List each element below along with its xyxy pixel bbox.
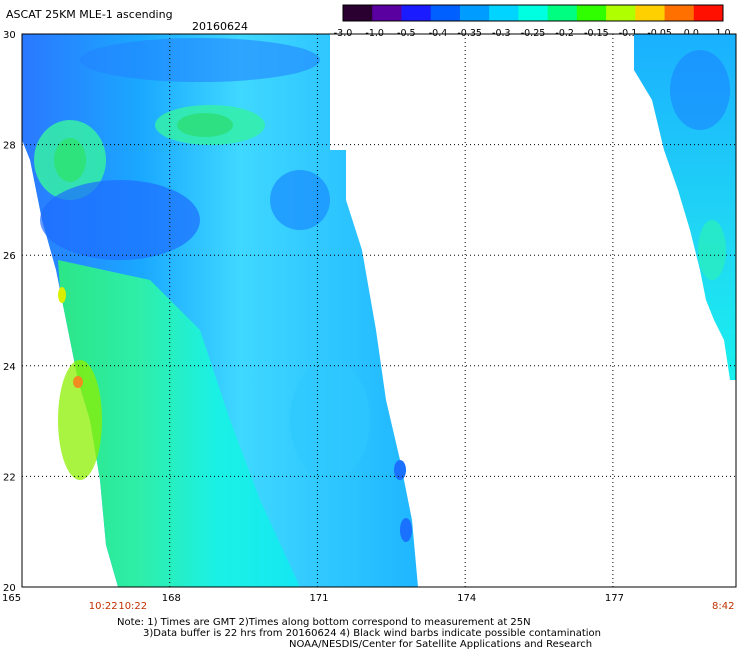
colorbar-swatch — [518, 5, 549, 21]
colorbar-swatch — [372, 5, 402, 21]
colorbar-swatch — [664, 5, 695, 21]
colorbar-swatch — [343, 5, 373, 21]
lon-label: 177 — [605, 593, 624, 604]
note-line-2: 3)Data buffer is 22 hrs from 20160624 4)… — [143, 628, 601, 639]
time-label: 10:22 — [118, 601, 147, 612]
colorbar-swatch — [635, 5, 666, 21]
time-label: 10:22 — [89, 601, 118, 612]
map-date: 20160624 — [192, 20, 248, 33]
colorbar-swatch — [547, 5, 578, 21]
map-title: ASCAT 25KM MLE-1 ascending — [6, 8, 173, 21]
time-label: 8:42 — [712, 601, 734, 612]
colorbar-swatch — [606, 5, 636, 21]
lon-label: 174 — [457, 593, 476, 604]
note-line-3: NOAA/NESDIS/Center for Satellite Applica… — [289, 639, 593, 650]
lon-label: 171 — [309, 593, 328, 604]
note-line-1: Note: 1) Times are GMT 2)Times along bot… — [117, 617, 531, 628]
west-swath — [22, 34, 418, 587]
lon-label: 165 — [2, 593, 21, 604]
colorbar-swatch — [459, 5, 490, 21]
colorbar-swatch — [693, 5, 724, 21]
lat-label: 28 — [3, 141, 16, 152]
colorbar-swatch — [430, 5, 461, 21]
lat-label: 24 — [3, 362, 16, 373]
colorbar-swatch — [401, 5, 432, 21]
lon-label: 168 — [162, 593, 181, 604]
lat-label: 30 — [3, 30, 16, 41]
east-swath — [634, 34, 736, 380]
colorbar-swatch — [489, 5, 519, 21]
lat-label: 22 — [3, 472, 16, 483]
colorbar-swatch — [576, 5, 607, 21]
lat-label: 26 — [3, 251, 16, 262]
lat-label: 20 — [3, 583, 16, 594]
